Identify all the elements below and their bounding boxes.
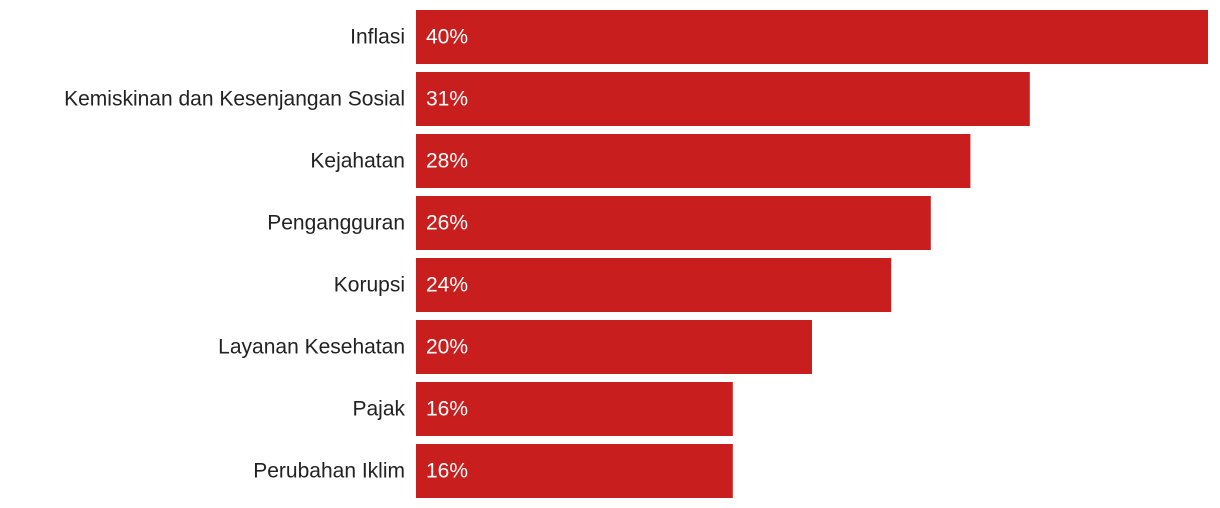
category-label: Perubahan Iklim [253, 460, 405, 483]
value-label: 20% [426, 336, 468, 359]
category-label: Inflasi [350, 26, 405, 49]
value-label: 16% [426, 398, 468, 421]
value-label: 26% [426, 212, 468, 235]
value-label: 16% [426, 460, 468, 483]
category-label: Korupsi [334, 274, 405, 297]
bar [416, 258, 892, 312]
bar [416, 196, 931, 250]
category-label: Layanan Kesehatan [218, 336, 405, 359]
category-label: Kemiskinan dan Kesenjangan Sosial [64, 88, 405, 111]
bar [416, 444, 733, 498]
bar [416, 134, 971, 188]
category-label: Kejahatan [310, 150, 405, 173]
value-label: 24% [426, 274, 468, 297]
bar [416, 320, 812, 374]
bar [416, 382, 733, 436]
value-label: 28% [426, 150, 468, 173]
category-label: Pengangguran [267, 212, 405, 235]
category-label: Pajak [352, 398, 405, 421]
bar [416, 10, 1208, 64]
bar [416, 72, 1030, 126]
value-label: 31% [426, 88, 468, 111]
value-label: 40% [426, 26, 468, 49]
